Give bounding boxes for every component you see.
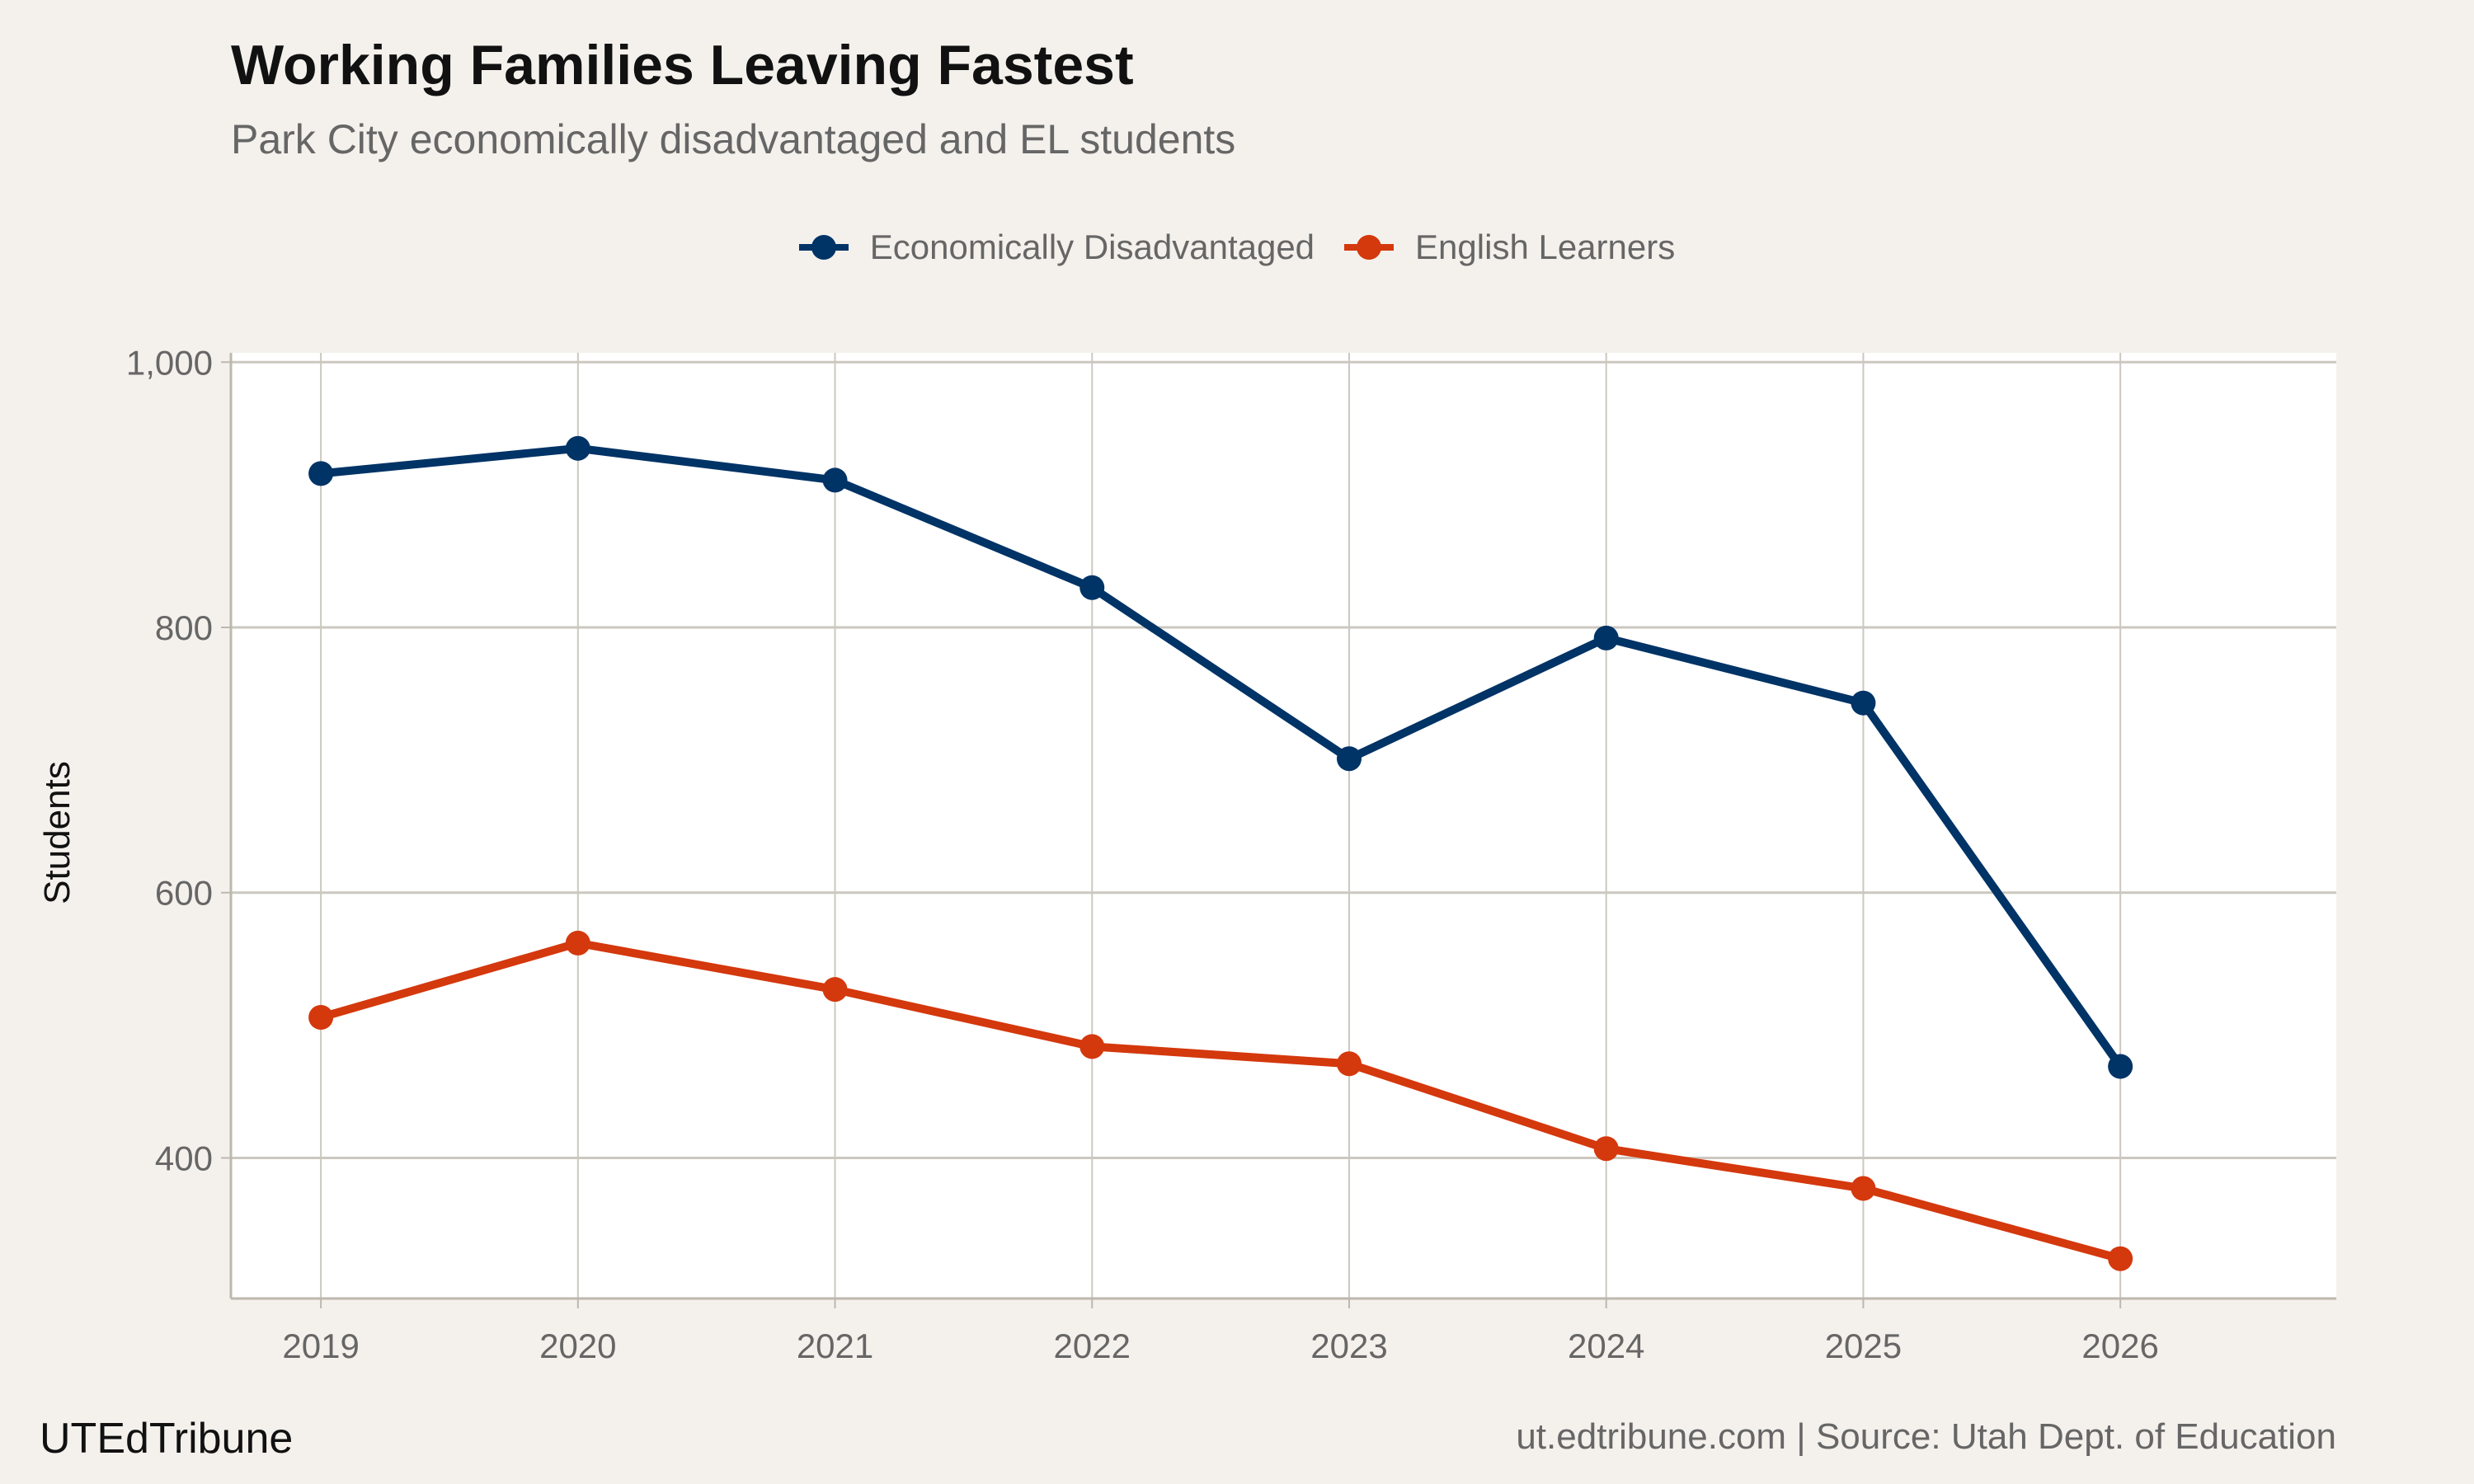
x-tick-label: 2022 [1054, 1327, 1131, 1365]
data-point-economically-disadvantaged [1079, 575, 1105, 600]
data-point-economically-disadvantaged [565, 435, 590, 461]
legend-label: English Learners [1415, 228, 1676, 266]
source-caption: ut.edtribune.com | Source: Utah Dept. of… [1516, 1416, 2336, 1457]
data-point-english-learners [822, 977, 848, 1003]
y-tick-label: 800 [155, 608, 213, 647]
data-point-economically-disadvantaged [1336, 746, 1362, 772]
x-tick-label: 2021 [797, 1327, 873, 1365]
data-point-english-learners [308, 1004, 334, 1030]
legend-key-economically-disadvantaged [798, 235, 849, 260]
y-tick-label: 1,000 [126, 343, 213, 382]
legend-item-english-learners: English Learners [1344, 228, 1675, 267]
series-line-economically-disadvantaged [320, 444, 2124, 1069]
legend: Economically Disadvantaged English Learn… [0, 228, 2474, 267]
data-point-economically-disadvantaged [1593, 625, 1619, 650]
chart-title: Working Families Leaving Fastest [231, 34, 1134, 96]
data-point-economically-disadvantaged [822, 467, 848, 493]
plot-area [231, 353, 2336, 1298]
data-point-english-learners [1851, 1176, 1876, 1201]
data-point-economically-disadvantaged [2108, 1054, 2133, 1079]
legend-item-economically-disadvantaged: Economically Disadvantaged [798, 228, 1315, 267]
data-point-english-learners [2108, 1246, 2133, 1271]
x-tick-label: 2019 [282, 1327, 359, 1365]
y-axis-label: Students [37, 761, 78, 904]
data-point-english-learners [1079, 1034, 1105, 1059]
x-tick-label: 2024 [1568, 1327, 1644, 1365]
series-line-english-learners [319, 938, 2122, 1263]
y-tick-label: 400 [155, 1139, 213, 1177]
brand-label: UTEdTribune [40, 1415, 294, 1463]
x-tick-label: 2026 [2081, 1327, 2158, 1365]
data-point-english-learners [1336, 1051, 1362, 1077]
data-point-economically-disadvantaged [308, 461, 334, 486]
x-tick-label: 2023 [1310, 1327, 1387, 1365]
x-tick-label: 2020 [539, 1327, 616, 1365]
data-point-economically-disadvantaged [1851, 690, 1876, 716]
x-tick-label: 2025 [1825, 1327, 1902, 1365]
legend-key-english-learners [1344, 235, 1395, 260]
data-point-english-learners [1593, 1136, 1619, 1162]
legend-label: Economically Disadvantaged [869, 228, 1315, 266]
chart-subtitle: Park City economically disadvantaged and… [231, 116, 1236, 162]
data-point-english-learners [565, 930, 590, 956]
y-tick-label: 600 [155, 874, 213, 913]
